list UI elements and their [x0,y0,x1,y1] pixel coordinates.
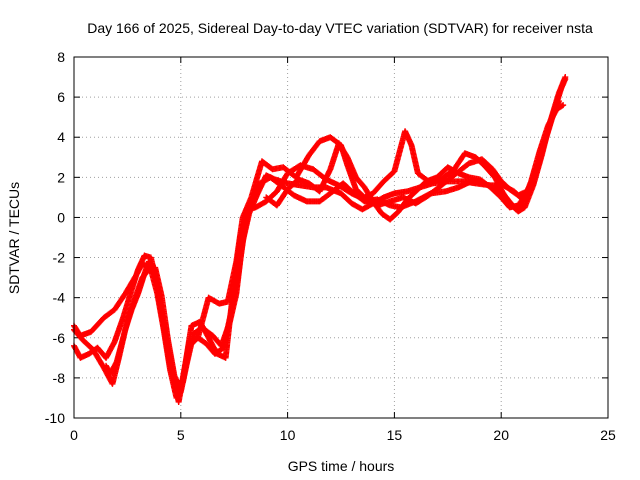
plot-frame [73,56,609,419]
x-tick-label: 10 [280,427,296,443]
y-tick-label: -2 [53,250,66,266]
gridlines [74,57,608,418]
data-point [555,98,562,105]
series-track-d [103,98,562,393]
x-tick-label: 20 [493,427,509,443]
y-tick-label: 0 [57,209,65,225]
y-tick-label: -4 [53,290,66,306]
x-tick-label: 0 [70,427,78,443]
y-tick-label: 8 [57,49,65,65]
data-point [560,102,567,109]
series-track-b [71,76,569,395]
x-axis-label: GPS time / hours [288,458,395,474]
data-point [530,180,537,187]
y-tick-label: 4 [57,129,65,145]
x-tick-label: 25 [600,427,616,443]
series-track-a [71,102,567,401]
data-point [562,74,569,81]
data-points [71,74,569,405]
x-tick-label: 15 [387,427,403,443]
y-axis-label: SDTVAR / TECUs [6,182,22,294]
chart-title: Day 166 of 2025, Sidereal Day-to-day VTE… [87,20,593,36]
data-point [529,181,536,188]
series-track-c [71,74,569,405]
y-tick-label: -6 [53,330,66,346]
y-tick-label: 6 [57,89,65,105]
y-tick-label: 2 [57,169,65,185]
x-tick-label: 5 [177,427,185,443]
y-tick-label: -8 [53,370,66,386]
y-tick-label: -10 [45,410,65,426]
series-track-e [263,140,537,223]
